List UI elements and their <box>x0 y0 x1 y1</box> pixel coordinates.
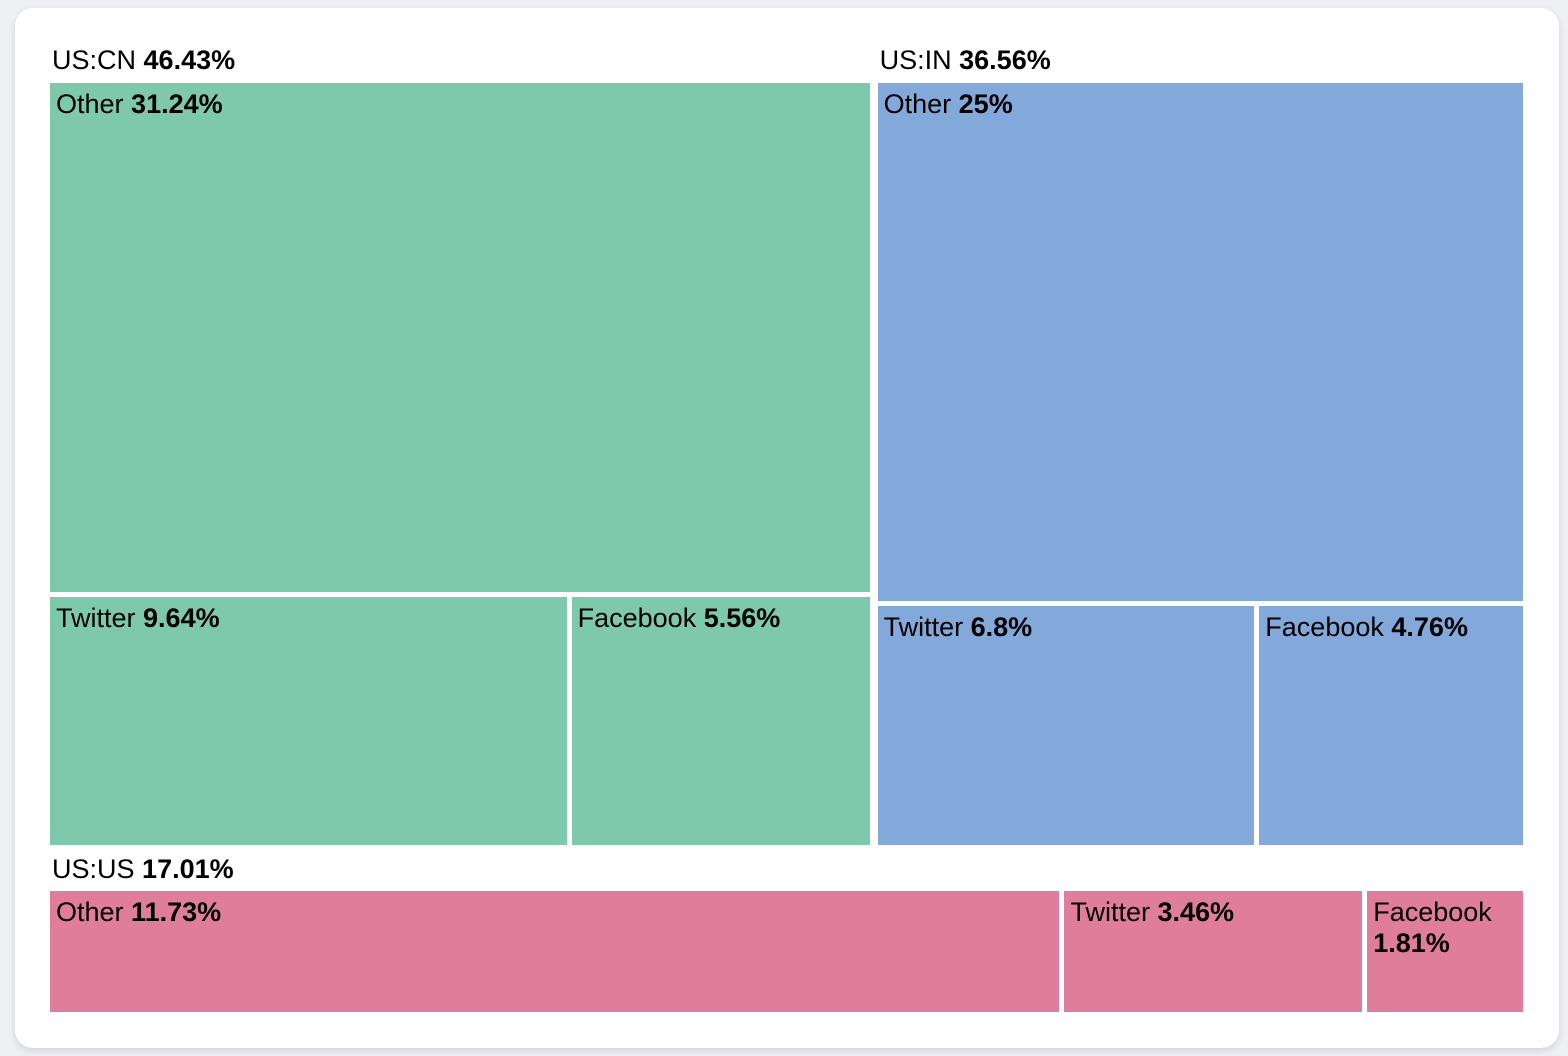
group-value: 36.56% <box>959 45 1051 75</box>
cell-value: 5.56% <box>703 603 781 634</box>
group-us-in: US:IN 36.56% Other 25% Twitter <box>877 45 1523 845</box>
cell-value: 31.24% <box>131 89 223 119</box>
cell-label: Facebook 1.81% <box>1367 891 1523 959</box>
cell-value: 9.64% <box>143 603 220 634</box>
cell-value: 4.76% <box>1391 611 1468 642</box>
cell-value: 1.81% <box>1373 928 1450 958</box>
cell-name: Twitter <box>1070 897 1150 927</box>
cell-us-in-other[interactable]: Other 25% <box>877 83 1523 601</box>
cell-strip: Twitter 6.8% Facebook 4.76% <box>877 605 1523 845</box>
group-header-us-cn: US:CN 46.43% <box>50 45 870 75</box>
cell-us-cn-facebook[interactable]: Facebook 5.56% <box>571 597 870 845</box>
group-name: US:US <box>52 854 135 884</box>
cell-value: 25% <box>958 89 1013 119</box>
cell-name: Other <box>883 89 952 119</box>
cell-value: 3.46% <box>1157 897 1235 927</box>
treemap-card: US:CN 46.43% Other 31.24% Twitter <box>15 8 1559 1048</box>
cell-name: Other <box>56 89 124 119</box>
treemap-top-region: US:CN 46.43% Other 31.24% Twitter <box>50 45 1523 845</box>
group-us-us: US:US 17.01% Other 11.73% Twitter 3.46% <box>50 855 1523 1012</box>
cell-name: Facebook <box>577 603 697 634</box>
cell-label: Other 25% <box>878 83 1523 120</box>
cell-name: Twitter <box>56 603 136 634</box>
cell-name: Facebook <box>1265 611 1384 642</box>
cell-us-cn-twitter[interactable]: Twitter 9.64% <box>50 597 567 845</box>
treemap-chart: US:CN 46.43% Other 31.24% Twitter <box>50 45 1523 1012</box>
cell-name: Other <box>56 897 124 927</box>
cell-us-us-twitter[interactable]: Twitter 3.46% <box>1064 891 1363 1012</box>
group-value: 17.01% <box>142 854 234 884</box>
cell-us-cn-other[interactable]: Other 31.24% <box>50 83 870 593</box>
cell-label: Other 11.73% <box>50 891 1059 928</box>
cell-us-us-facebook[interactable]: Facebook 1.81% <box>1367 891 1523 1012</box>
group-name: US:CN <box>52 45 137 75</box>
cell-label: Twitter 6.8% <box>878 606 1255 643</box>
group-value: 46.43% <box>143 45 236 75</box>
group-cells: Other 25% Twitter 6.8% <box>877 83 1523 845</box>
cell-strip: Twitter 9.64% Facebook 5.56% <box>50 597 870 845</box>
cell-label: Other 31.24% <box>50 83 870 120</box>
cell-label: Facebook 5.56% <box>572 597 870 634</box>
group-header-us-in: US:IN 36.56% <box>878 45 1523 75</box>
cell-label: Facebook 4.76% <box>1259 606 1523 643</box>
cell-name: Twitter <box>883 611 964 642</box>
group-us-cn: US:CN 46.43% Other 31.24% Twitter <box>50 45 870 845</box>
cell-label: Twitter 9.64% <box>50 597 567 634</box>
cell-us-in-twitter[interactable]: Twitter 6.8% <box>877 605 1255 845</box>
cell-value: 11.73% <box>131 897 222 927</box>
cell-name: Facebook <box>1373 897 1492 927</box>
cell-label: Twitter 3.46% <box>1064 891 1362 928</box>
group-cells-row: Other 11.73% Twitter 3.46% Facebook 1.81… <box>50 891 1523 1012</box>
group-header-us-us: US:US 17.01% <box>50 855 1523 883</box>
cell-us-in-facebook[interactable]: Facebook 4.76% <box>1259 605 1523 845</box>
group-name: US:IN <box>879 45 952 75</box>
group-cells: Other 31.24% Twitter 9.64% <box>50 83 870 845</box>
cell-us-us-other[interactable]: Other 11.73% <box>50 891 1060 1012</box>
cell-value: 6.8% <box>970 611 1033 642</box>
